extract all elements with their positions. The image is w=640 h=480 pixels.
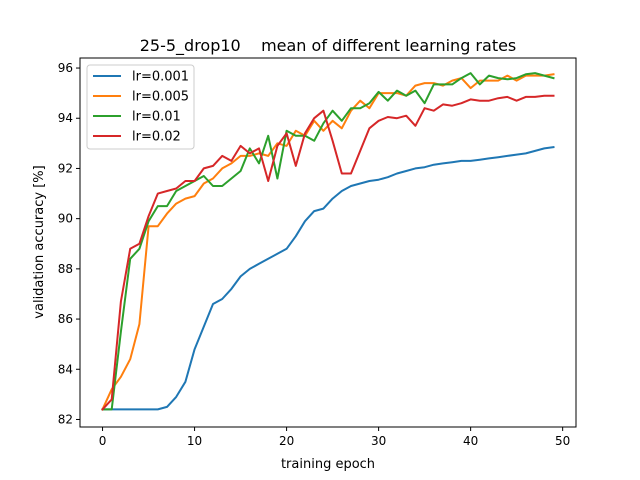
series-line-lr-0-01: [101, 72, 555, 411]
y-tick-label: 96: [58, 61, 73, 75]
y-tick-label: 84: [58, 362, 73, 376]
y-tick-label: 88: [58, 262, 73, 276]
legend: lr=0.001 lr=0.005 lr=0.01 lr=0.02: [86, 64, 195, 150]
y-tick-label: 92: [58, 161, 73, 175]
x-tick-label: 50: [555, 434, 570, 448]
y-axis-label: validation accuracy [%]: [32, 165, 47, 318]
x-axis-label: training epoch: [281, 457, 375, 472]
y-tick-label: 94: [58, 111, 73, 125]
x-tick-label: 20: [279, 434, 294, 448]
legend-label: lr=0.02: [132, 130, 181, 145]
chart-title: 25-5_drop10 mean of different learning r…: [140, 36, 517, 56]
y-tick-label: 86: [58, 312, 73, 326]
x-axis: 0 10 20 30 40 50: [99, 427, 570, 448]
plot-area: [101, 72, 555, 411]
x-tick-label: 40: [463, 434, 478, 448]
legend-label: lr=0.005: [132, 90, 189, 105]
y-tick-label: 90: [58, 212, 73, 226]
legend-label: lr=0.01: [132, 110, 181, 125]
y-axis: 82 84 86 88 90 92 94 96: [58, 61, 80, 426]
legend-label: lr=0.001: [132, 70, 189, 85]
legend-box: [86, 64, 195, 150]
x-tick-label: 10: [187, 434, 202, 448]
x-tick-label: 30: [371, 434, 386, 448]
x-tick-label: 0: [99, 434, 107, 448]
axes-frame: [79, 57, 577, 428]
y-tick-label: 82: [58, 412, 73, 426]
series-line-lr-0-02: [101, 94, 555, 411]
series-line-lr-0-001: [101, 145, 555, 411]
